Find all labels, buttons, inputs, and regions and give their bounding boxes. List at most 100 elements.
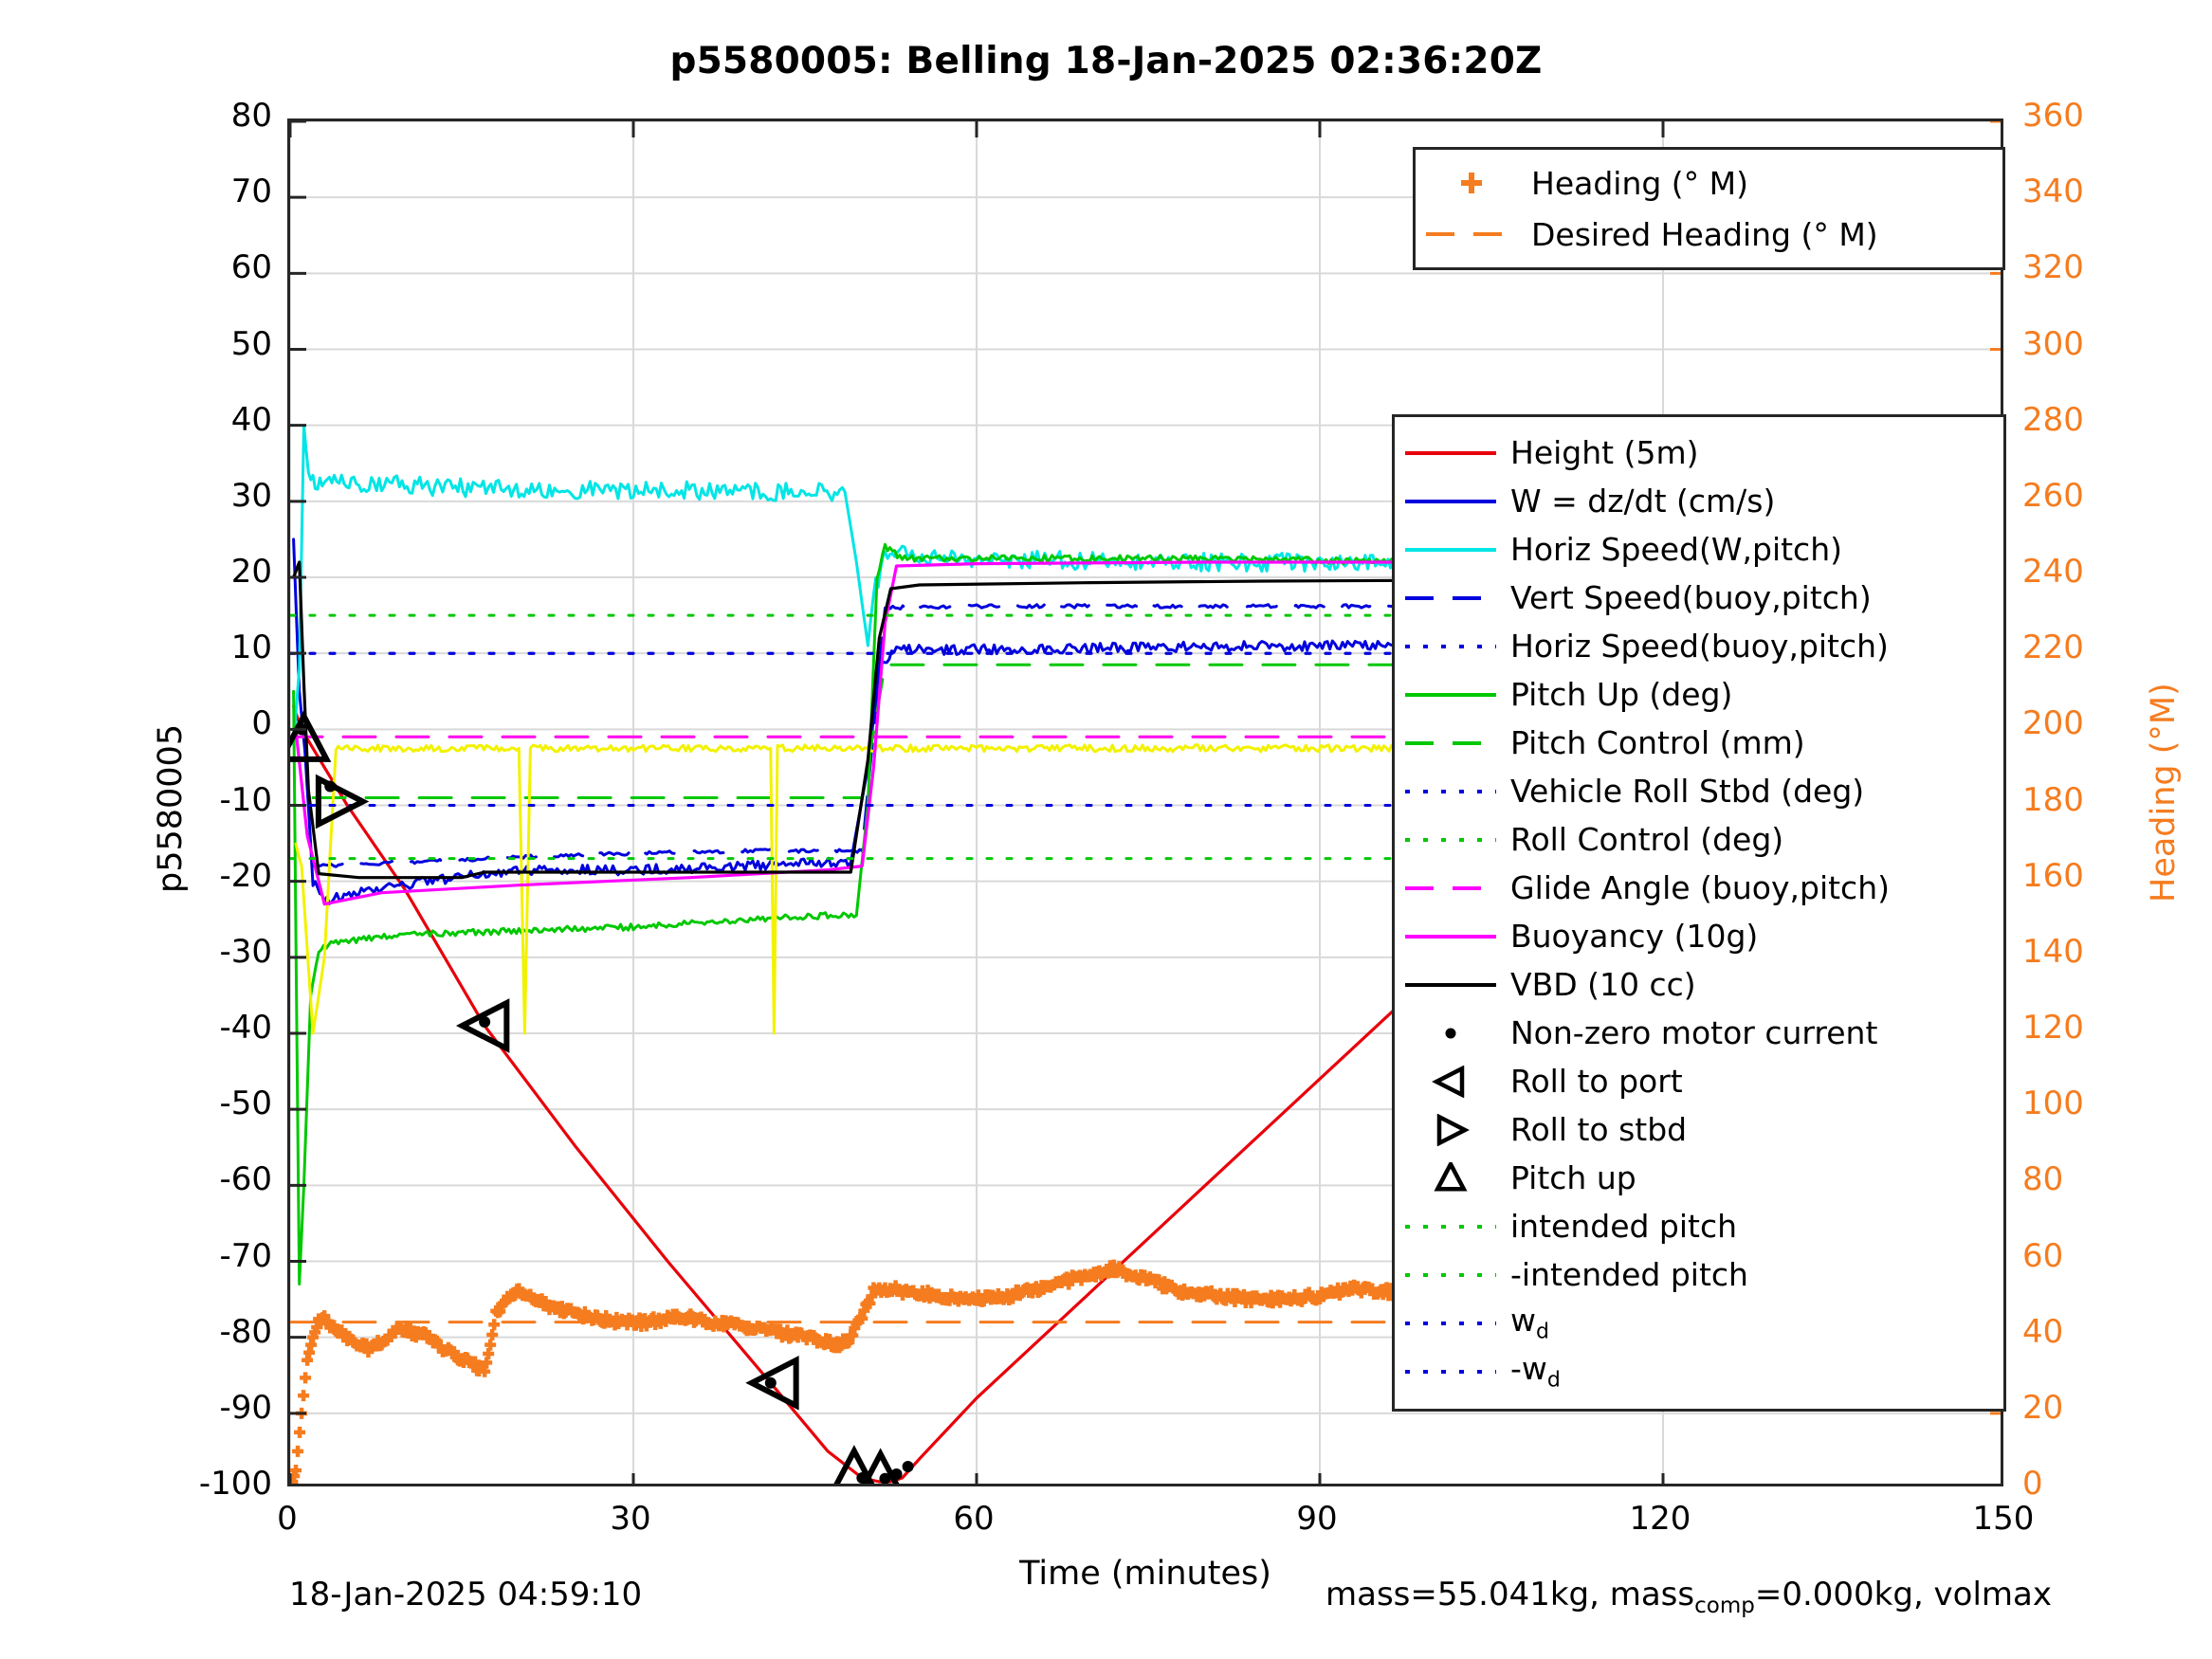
x-tick: 30 bbox=[610, 1500, 651, 1538]
x-tick: 120 bbox=[1629, 1500, 1691, 1538]
y-tick-left: 10 bbox=[230, 629, 272, 667]
event-marker-tri-left bbox=[745, 1355, 799, 1411]
y-tick-right: 260 bbox=[2022, 476, 2084, 515]
y-tick-left: -100 bbox=[198, 1465, 272, 1503]
legend-swatch-solid-icon bbox=[1395, 960, 1507, 1009]
legend-label: Roll Control (deg) bbox=[1510, 821, 1784, 858]
legend-swatch-solid-icon bbox=[1395, 525, 1507, 574]
legend-item[interactable]: Height (5m) bbox=[1395, 428, 2003, 477]
legend-swatch-plus-icon bbox=[1416, 157, 1527, 209]
legend-label: wd bbox=[1510, 1302, 1549, 1344]
legend-item[interactable]: Pitch up bbox=[1395, 1154, 2003, 1202]
y-tick-right: 60 bbox=[2022, 1236, 2064, 1275]
legend-label: Glide Angle (buoy,pitch) bbox=[1510, 869, 1890, 906]
chart-title: p5580005: Belling 18-Jan-2025 02:36:20Z bbox=[669, 40, 1543, 82]
legend-swatch-dotted-icon bbox=[1395, 815, 1507, 864]
y-axis-left-label: p5580005 bbox=[152, 723, 190, 893]
y-tick-left: 0 bbox=[251, 704, 272, 743]
legend-label: VBD (10 cc) bbox=[1510, 966, 1696, 1003]
motor-current-dot bbox=[764, 1376, 777, 1389]
legend-label: Heading (° M) bbox=[1531, 164, 1749, 202]
legend-item[interactable]: Horiz Speed(buoy,pitch) bbox=[1395, 622, 2003, 670]
x-tick: 60 bbox=[953, 1500, 995, 1538]
legend-label: Pitch up bbox=[1510, 1159, 1636, 1196]
legend-item[interactable]: intended pitch bbox=[1395, 1202, 2003, 1250]
y-tick-left: -80 bbox=[219, 1312, 272, 1351]
legend-swatch-tri-right-icon bbox=[1395, 1105, 1507, 1154]
legend-item[interactable]: Roll Control (deg) bbox=[1395, 815, 2003, 864]
legend-swatch-solid-icon bbox=[1395, 477, 1507, 525]
y-tick-left: -60 bbox=[219, 1160, 272, 1199]
legend-item[interactable]: Glide Angle (buoy,pitch) bbox=[1395, 864, 2003, 912]
legend-item[interactable]: Desired Heading (° M) bbox=[1416, 209, 2002, 260]
legend-item[interactable]: Roll to stbd bbox=[1395, 1105, 2003, 1154]
legend-label: -wd bbox=[1510, 1350, 1561, 1393]
y-tick-right: 140 bbox=[2022, 932, 2084, 971]
legend-label: Horiz Speed(W,pitch) bbox=[1510, 531, 1842, 568]
footer-mass-post: =0.000kg, volmax bbox=[1754, 1576, 2052, 1613]
legend-item[interactable]: Pitch Control (mm) bbox=[1395, 719, 2003, 767]
legend-item[interactable]: Vert Speed(buoy,pitch) bbox=[1395, 574, 2003, 622]
footer-mass-info: mass=55.041kg, masscomp=0.000kg, volmax bbox=[1325, 1576, 2052, 1618]
legend-item[interactable]: Pitch Up (deg) bbox=[1395, 670, 2003, 719]
legend-swatch-dashed-icon bbox=[1416, 209, 1527, 260]
legend-item[interactable]: VBD (10 cc) bbox=[1395, 960, 2003, 1009]
footer-mass-sub: comp bbox=[1694, 1593, 1755, 1618]
event-marker-tri-right bbox=[315, 774, 370, 830]
legend-item[interactable]: -wd bbox=[1395, 1347, 2003, 1395]
legend-item[interactable]: W = dz/dt (cm/s) bbox=[1395, 477, 2003, 525]
y-tick-right: 80 bbox=[2022, 1160, 2064, 1199]
legend-label: Vert Speed(buoy,pitch) bbox=[1510, 579, 1872, 616]
y-tick-right: 160 bbox=[2022, 856, 2084, 895]
y-tick-right: 20 bbox=[2022, 1388, 2064, 1427]
y-tick-right: 40 bbox=[2022, 1312, 2064, 1351]
legend-item[interactable]: Vehicle Roll Stbd (deg) bbox=[1395, 767, 2003, 815]
x-axis-label: Time (minutes) bbox=[1019, 1555, 1271, 1593]
legend-swatch-dotted-icon bbox=[1395, 767, 1507, 815]
y-tick-left: -20 bbox=[219, 856, 272, 895]
event-marker-tri-left bbox=[455, 998, 510, 1053]
legend-swatch-tri-left-icon bbox=[1395, 1057, 1507, 1105]
motor-current-dot bbox=[879, 1472, 891, 1484]
x-tick: 150 bbox=[1972, 1500, 2035, 1538]
legend-label: Horiz Speed(buoy,pitch) bbox=[1510, 628, 1889, 665]
y-tick-right: 320 bbox=[2022, 248, 2084, 287]
motor-current-dot bbox=[479, 1015, 491, 1028]
legend-item[interactable]: Horiz Speed(W,pitch) bbox=[1395, 525, 2003, 574]
legend-swatch-dashed-icon bbox=[1395, 864, 1507, 912]
y-tick-right: 360 bbox=[2022, 97, 2084, 135]
y-tick-right: 300 bbox=[2022, 324, 2084, 363]
y-tick-left: 60 bbox=[230, 248, 272, 287]
y-tick-left: 30 bbox=[230, 476, 272, 515]
y-tick-right: 180 bbox=[2022, 780, 2084, 819]
legend-item[interactable]: wd bbox=[1395, 1299, 2003, 1347]
legend-item[interactable]: Buoyancy (10g) bbox=[1395, 912, 2003, 960]
legend-swatch-dotted-icon bbox=[1395, 1250, 1507, 1299]
legend-item[interactable]: -intended pitch bbox=[1395, 1250, 2003, 1299]
y-tick-left: -70 bbox=[219, 1236, 272, 1275]
legend-swatch-dotted-icon bbox=[1395, 622, 1507, 670]
y-tick-right: 0 bbox=[2022, 1465, 2043, 1503]
y-axis-right-label: Heading (°M) bbox=[2145, 682, 2183, 902]
y-tick-right: 340 bbox=[2022, 173, 2084, 211]
y-tick-left: -30 bbox=[219, 932, 272, 971]
y-tick-left: -90 bbox=[219, 1388, 272, 1427]
motor-current-dot bbox=[324, 780, 337, 793]
legend-item[interactable]: Heading (° M) bbox=[1416, 157, 2002, 209]
motor-current-dot bbox=[902, 1460, 914, 1472]
legend-item[interactable]: Roll to port bbox=[1395, 1057, 2003, 1105]
legend-label: Roll to stbd bbox=[1510, 1111, 1688, 1148]
y-tick-left: 40 bbox=[230, 400, 272, 439]
legend-swatch-dotted-icon bbox=[1395, 1347, 1507, 1395]
legend-item[interactable]: Non-zero motor current bbox=[1395, 1009, 2003, 1057]
legend-swatch-dot-icon bbox=[1395, 1009, 1507, 1057]
y-tick-left: -10 bbox=[219, 780, 272, 819]
x-tick: 0 bbox=[277, 1500, 298, 1538]
legend-swatch-dotted-icon bbox=[1395, 1299, 1507, 1347]
legend-swatch-dotted-icon bbox=[1395, 1202, 1507, 1250]
y-tick-right: 280 bbox=[2022, 400, 2084, 439]
x-tick: 90 bbox=[1296, 1500, 1338, 1538]
event-marker-tri-up bbox=[833, 1445, 875, 1484]
legend-label: -intended pitch bbox=[1510, 1256, 1748, 1293]
axis-ticks-layer bbox=[290, 121, 2001, 1484]
